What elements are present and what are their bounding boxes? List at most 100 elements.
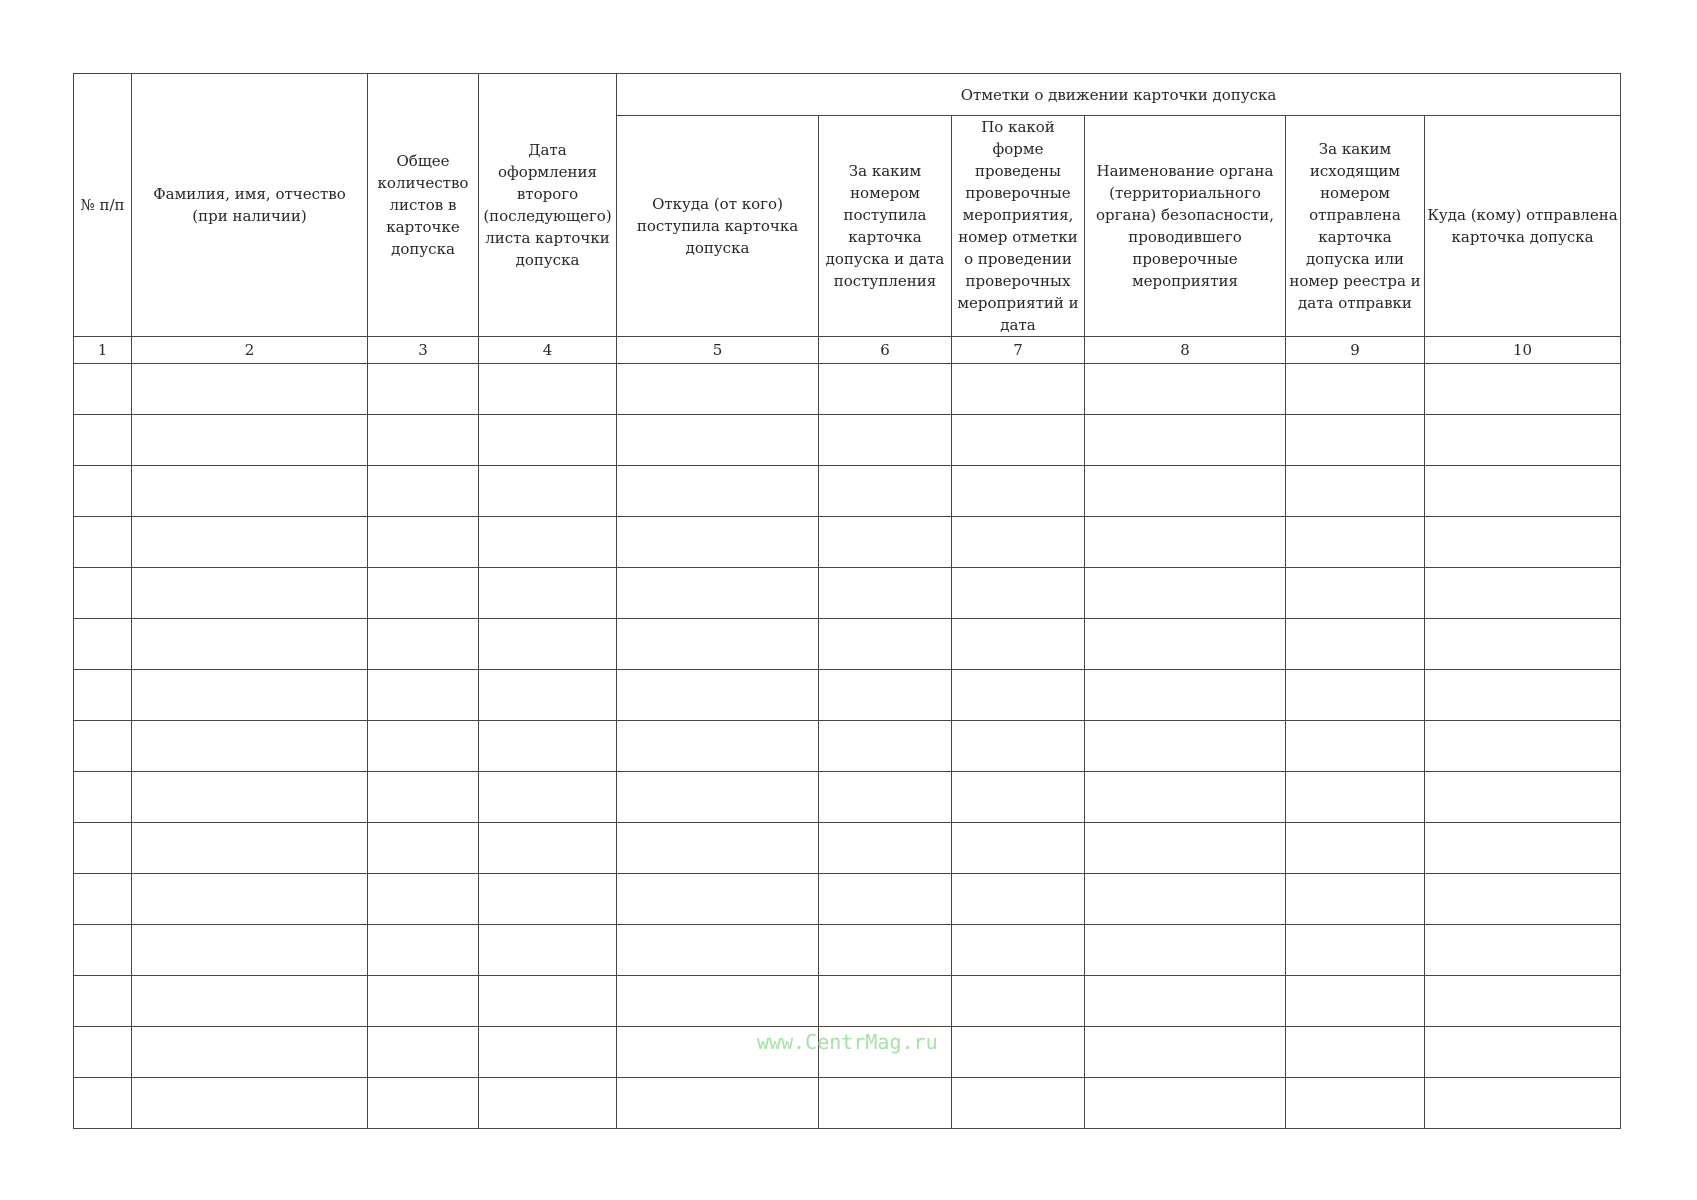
- table-cell[interactable]: [1285, 822, 1425, 874]
- table-cell[interactable]: [478, 720, 617, 772]
- table-cell[interactable]: [478, 465, 617, 517]
- table-cell[interactable]: [73, 465, 132, 517]
- table-cell[interactable]: [951, 618, 1085, 670]
- table-cell[interactable]: [1423, 669, 1622, 721]
- table-cell[interactable]: [367, 1026, 479, 1078]
- table-cell[interactable]: [1423, 924, 1622, 976]
- table-cell[interactable]: [131, 720, 368, 772]
- table-cell[interactable]: [1285, 924, 1425, 976]
- table-cell[interactable]: [73, 1026, 132, 1078]
- table-cell[interactable]: [1423, 516, 1622, 568]
- table-cell[interactable]: [616, 516, 819, 568]
- table-cell[interactable]: [1084, 516, 1286, 568]
- table-cell[interactable]: [131, 873, 368, 925]
- table-cell[interactable]: [616, 414, 819, 466]
- table-cell[interactable]: [367, 771, 479, 823]
- table-cell[interactable]: [1423, 873, 1622, 925]
- table-cell[interactable]: [73, 873, 132, 925]
- table-cell[interactable]: [951, 720, 1085, 772]
- table-cell[interactable]: [1285, 771, 1425, 823]
- table-cell[interactable]: [478, 516, 617, 568]
- table-cell[interactable]: [1084, 465, 1286, 517]
- table-cell[interactable]: [616, 975, 819, 1027]
- table-cell[interactable]: [478, 1026, 617, 1078]
- table-cell[interactable]: [478, 618, 617, 670]
- table-cell[interactable]: [73, 975, 132, 1027]
- table-cell[interactable]: [951, 414, 1085, 466]
- table-cell[interactable]: [1423, 567, 1622, 619]
- table-cell[interactable]: [818, 516, 952, 568]
- table-cell[interactable]: [818, 669, 952, 721]
- table-cell[interactable]: [131, 414, 368, 466]
- table-cell[interactable]: [1423, 720, 1622, 772]
- table-cell[interactable]: [616, 567, 819, 619]
- table-cell[interactable]: [1084, 975, 1286, 1027]
- table-cell[interactable]: [478, 771, 617, 823]
- table-cell[interactable]: [1084, 1077, 1286, 1129]
- table-cell[interactable]: [367, 669, 479, 721]
- table-cell[interactable]: [1423, 618, 1622, 670]
- table-cell[interactable]: [951, 924, 1085, 976]
- table-cell[interactable]: [73, 516, 132, 568]
- table-cell[interactable]: [1423, 465, 1622, 517]
- table-cell[interactable]: [616, 465, 819, 517]
- table-cell[interactable]: [478, 822, 617, 874]
- table-cell[interactable]: [73, 771, 132, 823]
- table-cell[interactable]: [478, 414, 617, 466]
- table-cell[interactable]: [1423, 1077, 1622, 1129]
- table-cell[interactable]: [818, 771, 952, 823]
- table-cell[interactable]: [951, 1077, 1085, 1129]
- table-cell[interactable]: [1285, 873, 1425, 925]
- table-cell[interactable]: [1084, 414, 1286, 466]
- table-cell[interactable]: [951, 975, 1085, 1027]
- table-cell[interactable]: [367, 720, 479, 772]
- table-cell[interactable]: [616, 363, 819, 415]
- table-cell[interactable]: [131, 822, 368, 874]
- table-cell[interactable]: [131, 669, 368, 721]
- table-cell[interactable]: [818, 414, 952, 466]
- table-cell[interactable]: [951, 363, 1085, 415]
- table-cell[interactable]: [951, 822, 1085, 874]
- table-cell[interactable]: [1084, 822, 1286, 874]
- table-cell[interactable]: [478, 1077, 617, 1129]
- table-cell[interactable]: [131, 1077, 368, 1129]
- table-cell[interactable]: [818, 873, 952, 925]
- table-cell[interactable]: [1285, 516, 1425, 568]
- table-cell[interactable]: [1285, 975, 1425, 1027]
- table-cell[interactable]: [131, 975, 368, 1027]
- table-cell[interactable]: [1423, 363, 1622, 415]
- table-cell[interactable]: [1285, 414, 1425, 466]
- table-cell[interactable]: [1423, 822, 1622, 874]
- table-cell[interactable]: [1084, 1026, 1286, 1078]
- table-cell[interactable]: [73, 567, 132, 619]
- table-cell[interactable]: [1084, 669, 1286, 721]
- table-cell[interactable]: [616, 873, 819, 925]
- table-cell[interactable]: [616, 924, 819, 976]
- table-cell[interactable]: [73, 1077, 132, 1129]
- table-cell[interactable]: [367, 465, 479, 517]
- table-cell[interactable]: [73, 720, 132, 772]
- table-cell[interactable]: [1084, 567, 1286, 619]
- table-cell[interactable]: [818, 1026, 952, 1078]
- table-cell[interactable]: [478, 975, 617, 1027]
- table-cell[interactable]: [478, 363, 617, 415]
- table-cell[interactable]: [818, 567, 952, 619]
- table-cell[interactable]: [1423, 1026, 1622, 1078]
- table-cell[interactable]: [131, 771, 368, 823]
- table-cell[interactable]: [951, 669, 1085, 721]
- table-cell[interactable]: [131, 465, 368, 517]
- table-cell[interactable]: [1285, 363, 1425, 415]
- table-cell[interactable]: [1084, 618, 1286, 670]
- table-cell[interactable]: [951, 465, 1085, 517]
- table-cell[interactable]: [616, 771, 819, 823]
- table-cell[interactable]: [1285, 669, 1425, 721]
- table-cell[interactable]: [1423, 975, 1622, 1027]
- table-cell[interactable]: [73, 363, 132, 415]
- table-cell[interactable]: [478, 873, 617, 925]
- table-cell[interactable]: [1084, 720, 1286, 772]
- table-cell[interactable]: [131, 363, 368, 415]
- table-cell[interactable]: [73, 669, 132, 721]
- table-cell[interactable]: [73, 618, 132, 670]
- table-cell[interactable]: [131, 924, 368, 976]
- table-cell[interactable]: [951, 516, 1085, 568]
